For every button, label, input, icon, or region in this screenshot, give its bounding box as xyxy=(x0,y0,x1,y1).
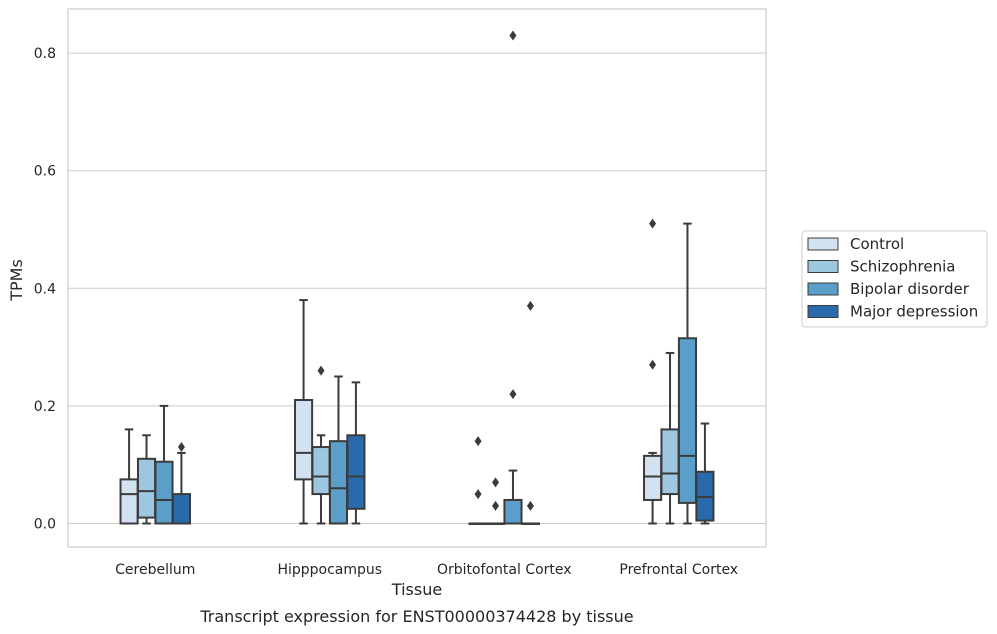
series-major-depression xyxy=(171,300,715,525)
legend-label: Schizophrenia xyxy=(850,258,955,276)
box-cerebellum xyxy=(119,428,139,525)
outlier-point xyxy=(526,300,534,311)
box-orbitofontal-cortex xyxy=(485,477,506,525)
box-iqr xyxy=(503,498,523,525)
box-hipppocampus xyxy=(294,299,314,525)
outlier-point xyxy=(509,389,517,400)
box-iqr xyxy=(154,460,174,525)
box-iqr xyxy=(294,399,314,481)
outlier-point xyxy=(526,500,534,511)
plot-area-frame xyxy=(67,8,767,548)
legend-frame xyxy=(801,230,988,328)
x-axis-title: Tissue xyxy=(391,580,442,599)
box-cerebellum xyxy=(154,404,174,525)
box-cerebellum xyxy=(171,442,191,525)
box-iqr xyxy=(328,440,349,525)
outlier-point xyxy=(492,477,500,488)
outlier-point xyxy=(177,442,185,453)
legend-swatch xyxy=(807,260,839,273)
legend-label: Control xyxy=(850,235,904,253)
box-orbitofontal-cortex xyxy=(503,30,523,525)
box-iqr xyxy=(677,337,698,504)
series-control xyxy=(119,218,663,525)
box-prefrontal-cortex xyxy=(677,222,698,525)
box-cerebellum xyxy=(136,434,157,525)
box-iqr xyxy=(136,457,157,519)
box-iqr xyxy=(311,446,331,496)
legend: Control Schizophrenia Bipolar disorder Majo… xyxy=(801,230,988,328)
box-iqr xyxy=(346,434,366,510)
figure-caption: Transcript expression for ENST0000037442… xyxy=(199,607,633,626)
legend-swatch xyxy=(807,305,839,318)
box-iqr xyxy=(643,454,663,501)
box-iqr xyxy=(119,478,139,525)
box-orbitofontal-cortex xyxy=(468,436,488,525)
box-iqr xyxy=(660,428,680,496)
legend-swatch xyxy=(807,237,839,251)
y-tick-label: 0.8 xyxy=(34,46,56,62)
box-hipppocampus xyxy=(328,375,349,525)
outlier-point xyxy=(649,218,657,229)
box-hipppocampus xyxy=(311,365,331,525)
box-iqr xyxy=(171,493,191,525)
outlier-point xyxy=(509,30,517,41)
outlier-point xyxy=(474,436,482,447)
x-tick-label: Prefrontal Cortex xyxy=(619,562,738,578)
box-series xyxy=(119,30,715,525)
y-axis-title: TPMs xyxy=(7,259,26,302)
x-tick-labels: Cerebellum Hipppocampus Orbitofontal Corte… xyxy=(115,562,738,578)
y-tick-label: 0.0 xyxy=(34,516,56,532)
box-prefrontal-cortex xyxy=(643,218,663,525)
x-tick-label: Hipppocampus xyxy=(277,562,382,578)
box-prefrontal-cortex xyxy=(660,351,680,525)
outlier-point xyxy=(492,500,500,511)
outlier-point xyxy=(474,489,482,500)
legend-swatch xyxy=(807,282,839,296)
box-hipppocampus xyxy=(346,381,366,525)
outlier-point xyxy=(649,359,657,370)
series-schizophrenia xyxy=(136,351,680,525)
y-tick-label: 0.2 xyxy=(34,399,56,415)
x-tick-label: Cerebellum xyxy=(115,562,195,578)
x-tick-label: Orbitofontal Cortex xyxy=(437,562,572,578)
y-tick-label: 0.6 xyxy=(34,164,56,180)
box-prefrontal-cortex xyxy=(695,422,715,525)
legend-label: Major depression xyxy=(850,303,978,321)
y-tick-labels: 0.0 0.2 0.4 0.6 0.8 xyxy=(34,46,56,532)
box-orbitofontal-cortex xyxy=(520,300,540,525)
y-tick-label: 0.4 xyxy=(34,281,56,297)
legend-label: Bipolar disorder xyxy=(850,280,970,298)
outlier-point xyxy=(317,365,325,376)
series-bipolar-disorder xyxy=(154,30,698,525)
